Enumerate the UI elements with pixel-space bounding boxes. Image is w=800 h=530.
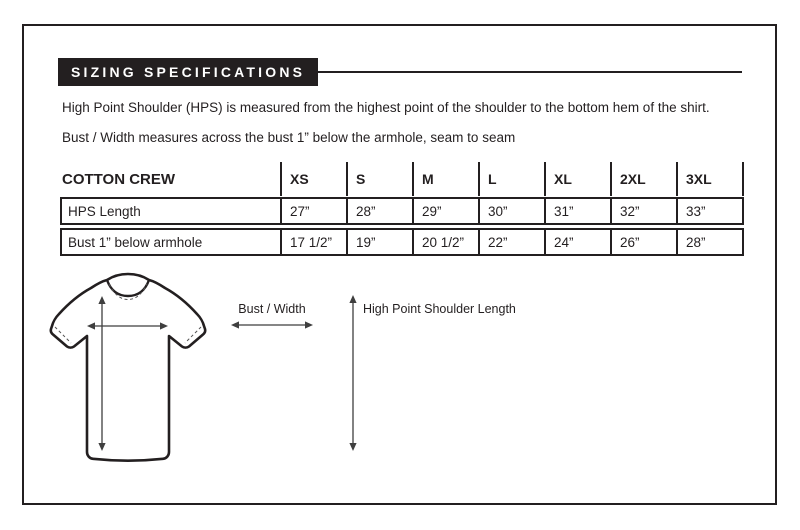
bust-width-label: Bust / Width (238, 302, 306, 316)
hps-length-arrow-icon (349, 295, 357, 451)
column-header-m: M (412, 162, 478, 196)
bust-width-arrow-icon (231, 321, 313, 329)
table-cell: 28” (676, 230, 742, 254)
table-row-hps-length: HPS Length 27” 28” 29” 30” 31” 32” 33” (60, 197, 744, 225)
tshirt-outline (49, 272, 207, 462)
table-cell: 17 1/2” (280, 230, 346, 254)
left-sleeve-stitch-line (54, 326, 72, 344)
column-header-l: L (478, 162, 544, 196)
table-cell: 33” (676, 199, 742, 223)
column-header-product: COTTON CREW (62, 170, 176, 188)
table-cell: 20 1/2” (412, 230, 478, 254)
column-header-xs: XS (280, 162, 346, 196)
table-cell: 28” (346, 199, 412, 223)
table-cell: 32” (610, 199, 676, 223)
table-cell: 27” (280, 199, 346, 223)
size-table-header: COTTON CREW XS S M L XL 2XL 3XL (60, 162, 744, 196)
title-bar: SIZING SPECIFICATIONS (58, 58, 742, 86)
table-cell: 26” (610, 230, 676, 254)
description-line-hps: High Point Shoulder (HPS) is measured fr… (62, 100, 710, 115)
table-row-bust-width: Bust 1” below armhole 17 1/2” 19” 20 1/2… (60, 228, 744, 256)
right-sleeve-stitch-line (184, 326, 202, 344)
table-cell: 29” (412, 199, 478, 223)
table-cell: 22” (478, 230, 544, 254)
table-cell: 30” (478, 199, 544, 223)
column-header-3xl: 3XL (676, 162, 742, 196)
description-line-bust: Bust / Width measures across the bust 1”… (62, 130, 516, 145)
hps-length-label: High Point Shoulder Length (363, 302, 516, 316)
horizontal-measure-arrow (87, 322, 168, 330)
column-header-s: S (346, 162, 412, 196)
page-title: SIZING SPECIFICATIONS (58, 58, 319, 86)
column-header-xl: XL (544, 162, 610, 196)
table-cell: 31” (544, 199, 610, 223)
row-label: Bust 1” below armhole (68, 234, 203, 250)
table-cell: 24” (544, 230, 610, 254)
table-cell: 19” (346, 230, 412, 254)
title-rule-line (318, 71, 742, 73)
tshirt-diagram-icon (49, 272, 207, 462)
row-label: HPS Length (68, 203, 141, 219)
column-header-2xl: 2XL (610, 162, 676, 196)
